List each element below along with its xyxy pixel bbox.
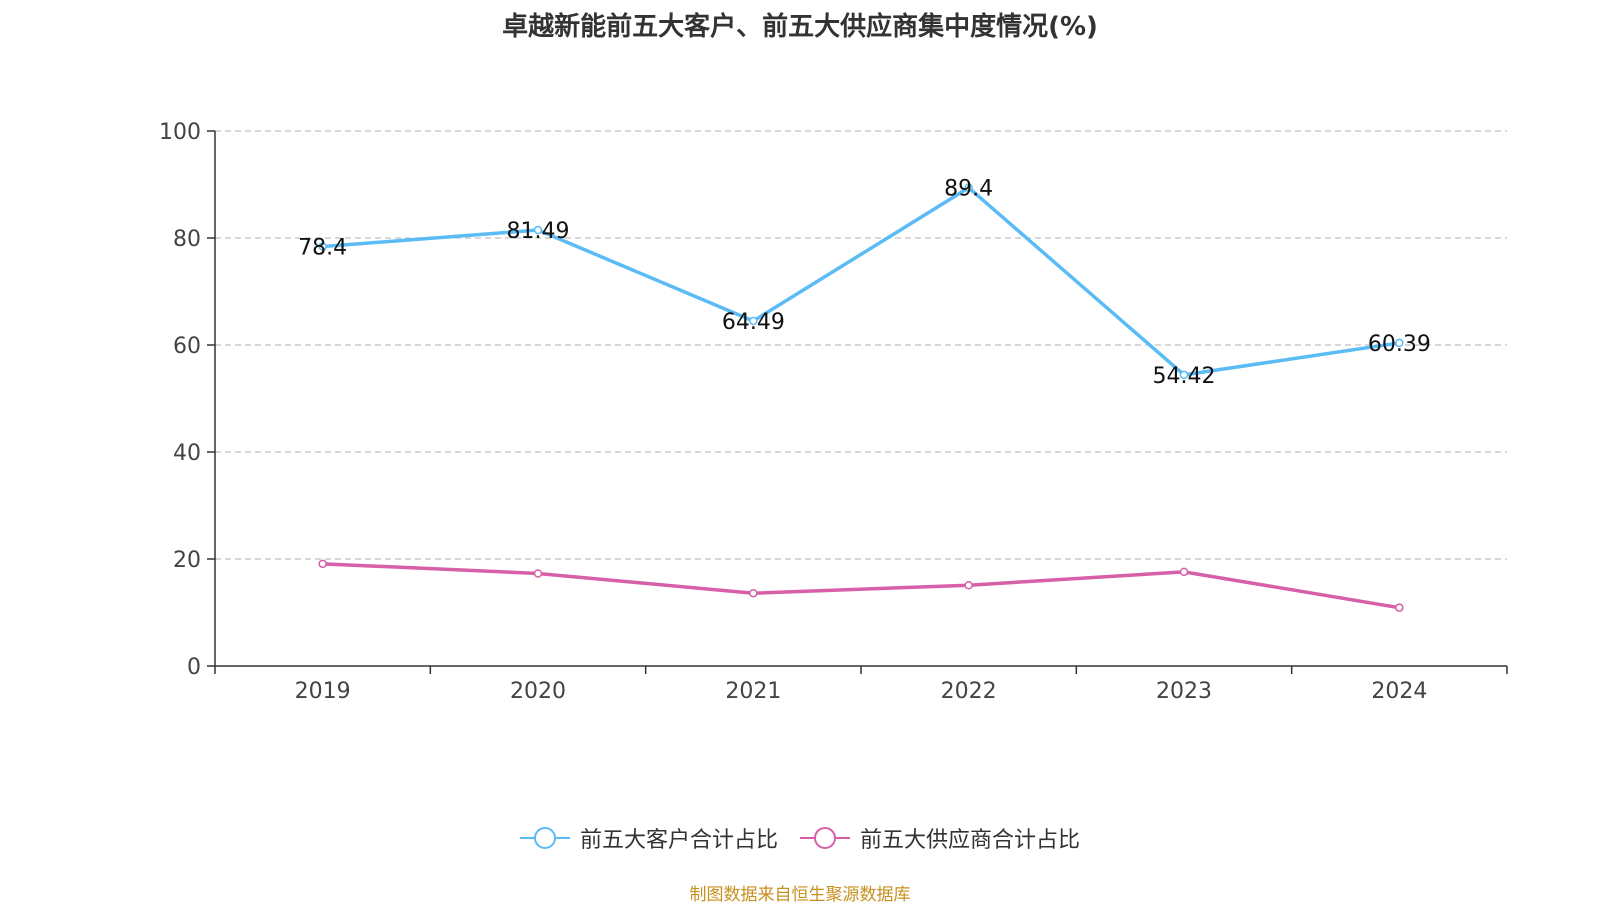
data-point bbox=[318, 242, 327, 251]
legend-item-customers[interactable]: 前五大客户合计占比 bbox=[519, 822, 778, 854]
data-point bbox=[533, 225, 543, 235]
legend-label: 前五大供应商合计占比 bbox=[860, 828, 1081, 853]
series-line-0 bbox=[322, 185, 1400, 377]
chart-title: 卓越新能前五大客户、前五大供应商集中度情况(%) bbox=[502, 12, 1098, 42]
data-point bbox=[1179, 567, 1189, 577]
y-tick-label: 0 bbox=[187, 655, 201, 680]
data-point bbox=[318, 559, 327, 569]
series-line-1 bbox=[322, 562, 1400, 610]
data-point bbox=[964, 580, 973, 590]
data-label: 54.42 bbox=[1153, 364, 1216, 389]
x-tick-label: 2024 bbox=[1371, 679, 1427, 704]
data-point bbox=[749, 316, 758, 326]
y-tick-label: 100 bbox=[159, 120, 201, 145]
x-tick-label: 2019 bbox=[295, 679, 351, 704]
data-label: 81.49 bbox=[507, 219, 570, 244]
data-point bbox=[1179, 370, 1189, 380]
data-point bbox=[749, 588, 758, 598]
data-point bbox=[964, 183, 973, 192]
legend: 前五大客户合计占比 前五大供应商合计占比 bbox=[0, 822, 1600, 854]
source-note: 制图数据来自恒生聚源数据库 bbox=[689, 885, 911, 905]
legend-label: 前五大客户合计占比 bbox=[579, 828, 778, 853]
y-tick-label: 20 bbox=[173, 548, 201, 573]
legend-item-suppliers[interactable]: 前五大供应商合计占比 bbox=[800, 822, 1080, 854]
data-point bbox=[533, 569, 543, 578]
x-tick-label: 2021 bbox=[725, 679, 781, 704]
legend-marker-icon bbox=[800, 827, 850, 849]
data-label: 60.39 bbox=[1368, 332, 1431, 357]
data-point bbox=[1395, 603, 1404, 612]
y-tick-label: 80 bbox=[173, 227, 201, 252]
data-label: 64.49 bbox=[722, 310, 785, 335]
data-point bbox=[1395, 338, 1404, 348]
legend-marker-icon bbox=[519, 827, 570, 849]
data-label: 89.4 bbox=[944, 177, 993, 202]
y-tick-label: 40 bbox=[173, 441, 201, 466]
data-label: 78.4 bbox=[298, 236, 347, 261]
x-tick-label: 2020 bbox=[510, 679, 566, 704]
y-tick-label: 60 bbox=[173, 334, 201, 359]
x-tick-label: 2023 bbox=[1156, 679, 1212, 704]
x-tick-label: 2022 bbox=[941, 679, 997, 704]
